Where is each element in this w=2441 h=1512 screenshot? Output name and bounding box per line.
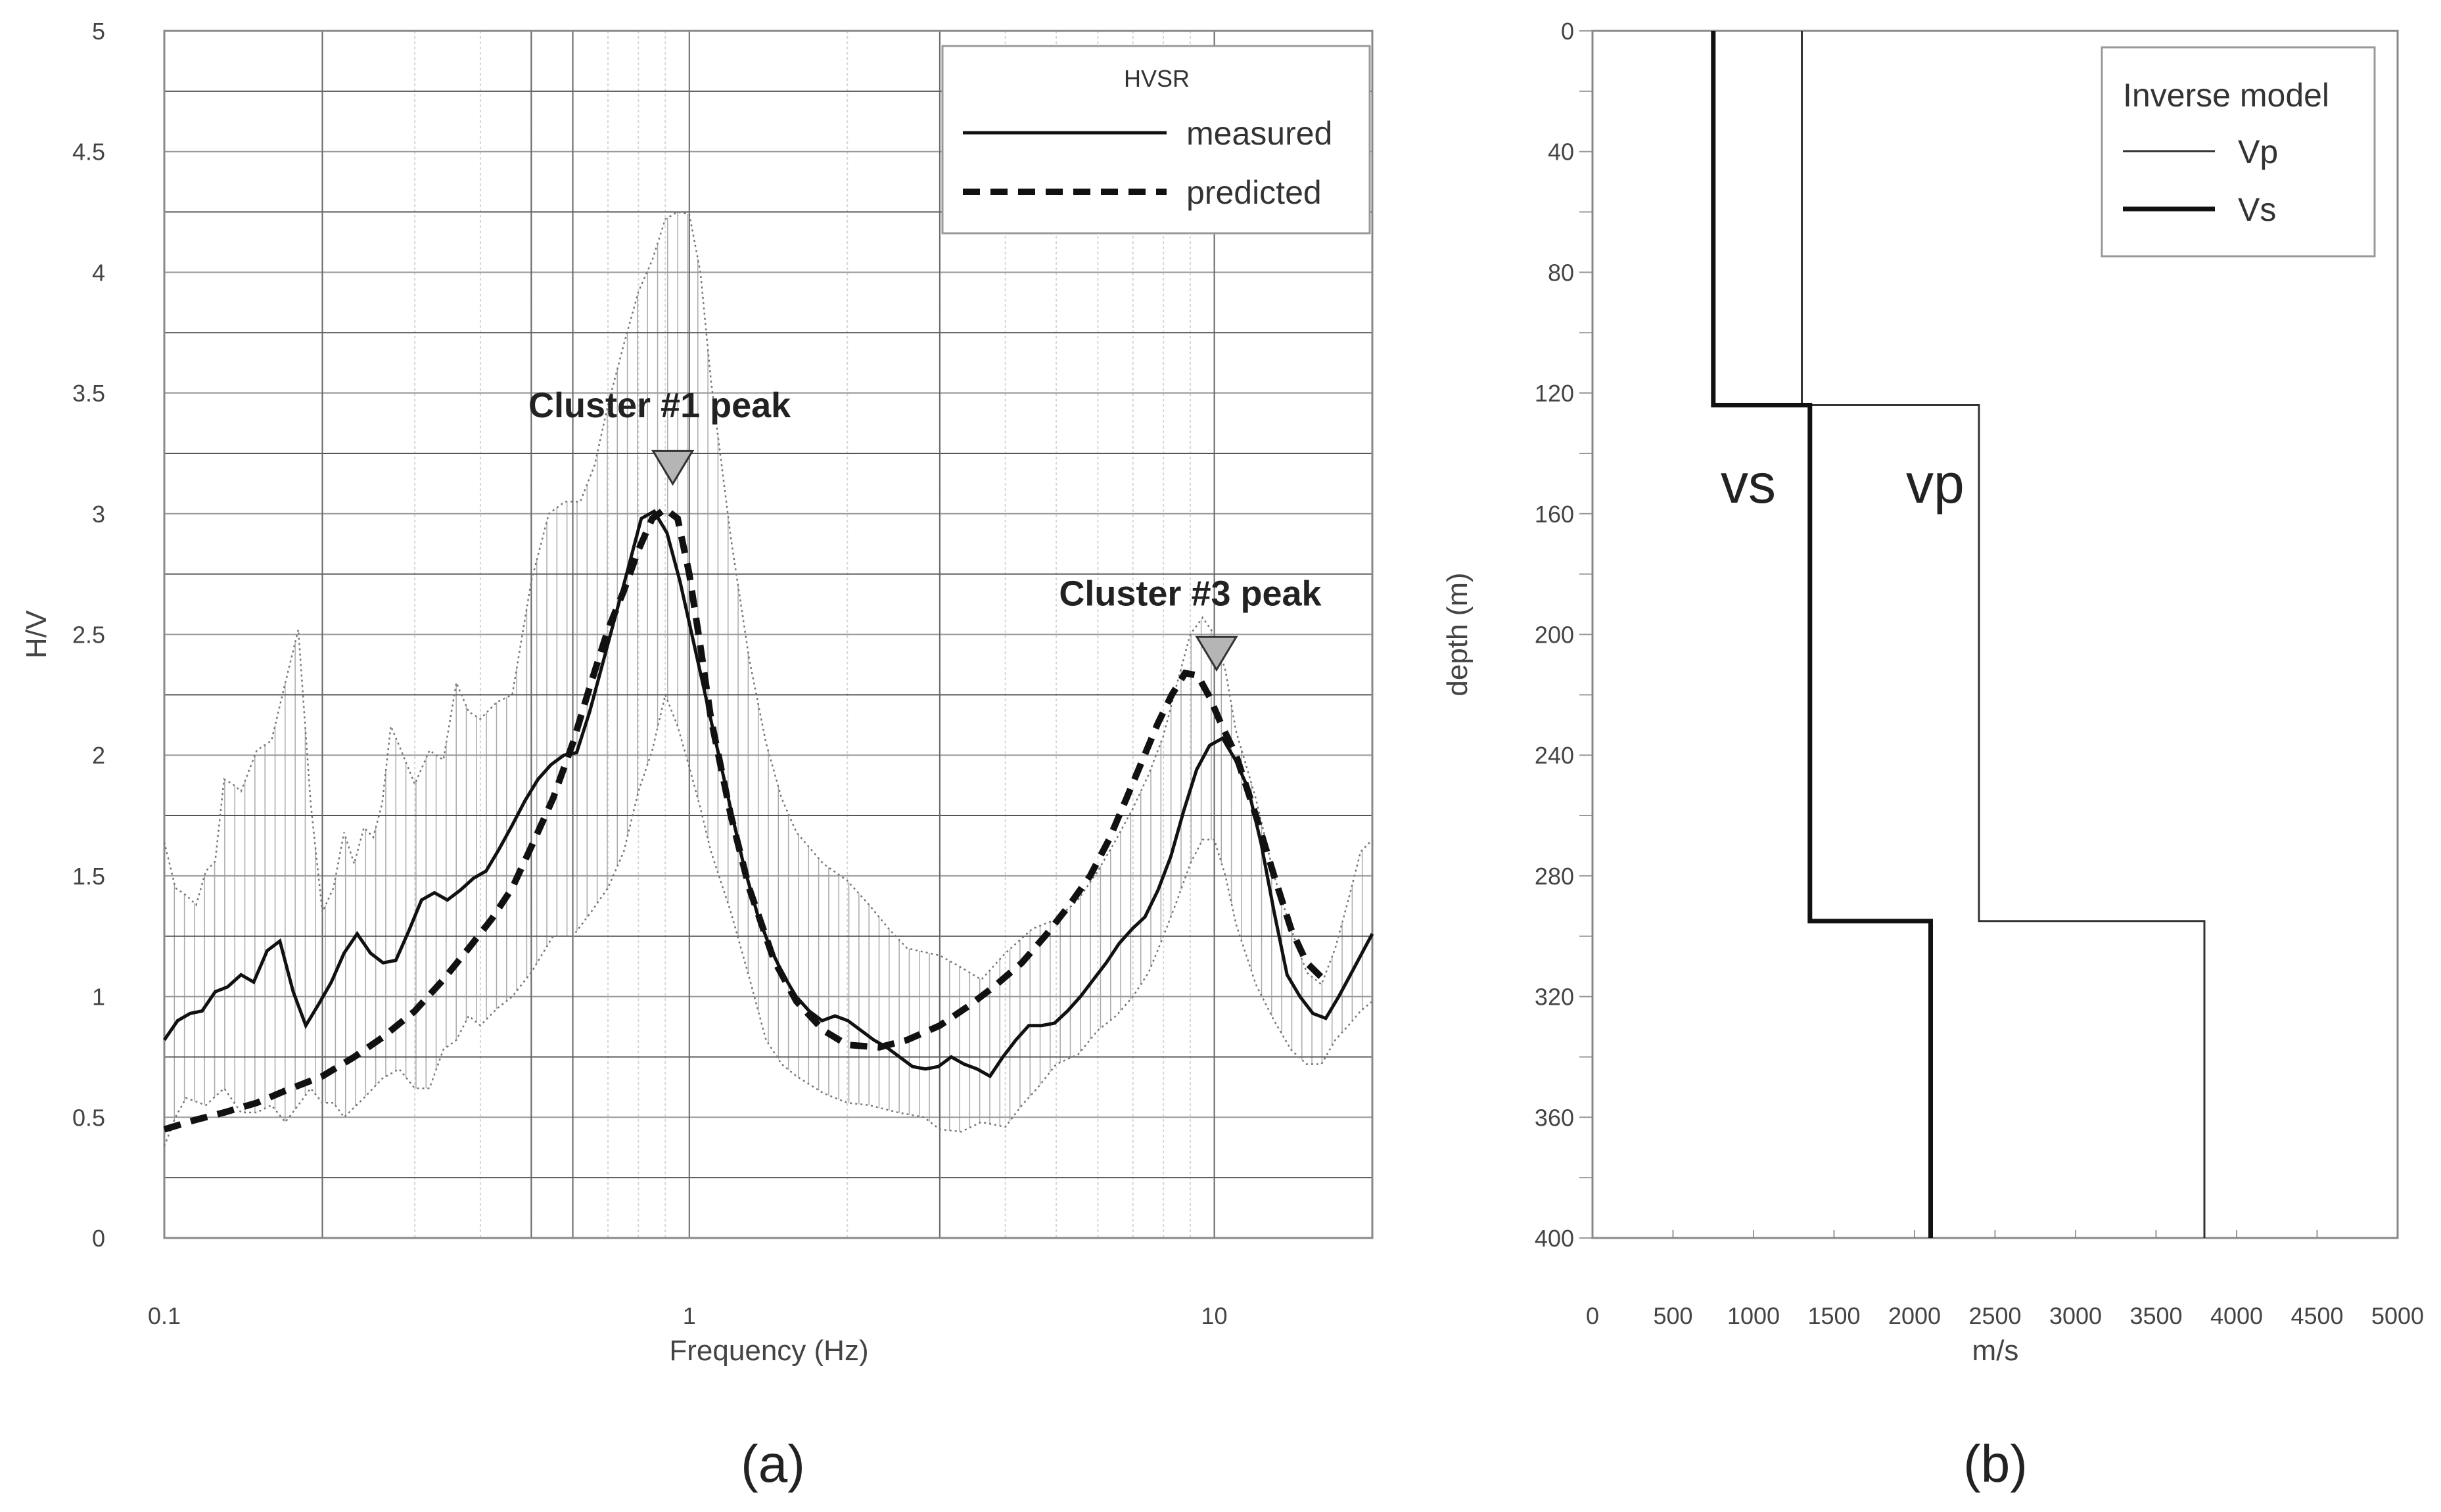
b-legend-title: Inverse model <box>2123 77 2329 114</box>
b-y-tick-labels: 0 40 80 120 160 200 240 280 320 360 400 <box>1535 18 1574 1252</box>
b-panel-caption: (b) <box>1963 1434 2028 1493</box>
a-series-measured <box>162 509 1374 1079</box>
a-x-tick-label: 1 <box>683 1302 696 1329</box>
b-x-tick-label: 2000 <box>1888 1302 1941 1329</box>
a-annotation-text: Cluster #3 peak <box>1059 574 1322 613</box>
a-annotation-text: Cluster #1 peak <box>528 386 791 425</box>
panel-a-hvsr-chart: 0 0.5 1 1.5 2 2.5 3 3.5 4 4.5 5 0.1 1 10 Cluster #1 … <box>20 18 1374 1493</box>
b-x-tick-label: 3500 <box>2129 1302 2182 1329</box>
a-y-tick-label: 2.5 <box>72 622 105 649</box>
a-y-tick-label: 4.5 <box>72 139 105 166</box>
b-y-axis-label: depth (m) <box>1441 572 1474 696</box>
a-legend: HVSR measured predicted <box>941 45 1371 235</box>
b-x-tick-label: 5000 <box>2371 1302 2424 1329</box>
a-peak-marker <box>1195 635 1238 672</box>
a-y-tick-label: 1.5 <box>72 863 105 890</box>
b-x-tick-label: 4000 <box>2210 1302 2263 1329</box>
a-legend-title: HVSR <box>1124 65 1190 92</box>
a-y-tick-label: 5 <box>92 18 105 45</box>
a-y-tick-label: 1 <box>92 984 105 1011</box>
a-plot-frame <box>163 30 1374 1239</box>
b-x-tick-label: 1000 <box>1727 1302 1780 1329</box>
a-x-tick-label: 10 <box>1201 1302 1228 1329</box>
b-vs-curve-label: vs <box>1721 453 1776 515</box>
a-y-tick-labels: 0 0.5 1 1.5 2 2.5 3 3.5 4 4.5 5 <box>72 18 105 1252</box>
b-y-tick-label: 0 <box>1561 18 1574 45</box>
b-vp-curve-label: vp <box>1906 453 1964 515</box>
a-y-tick-label: 0 <box>92 1225 105 1252</box>
b-y-tick-label: 320 <box>1535 984 1574 1011</box>
a-y-tick-label: 3 <box>92 501 105 528</box>
b-legend-vs-label: Vs <box>2238 191 2276 228</box>
b-y-tick-label: 240 <box>1535 742 1574 769</box>
a-annotations: Cluster #1 peak Cluster #3 peak <box>528 386 1322 672</box>
b-y-tick-label: 40 <box>1548 139 1574 166</box>
b-y-tick-label: 360 <box>1535 1104 1574 1131</box>
b-series-Vp <box>1801 31 2206 1238</box>
b-legend: Inverse model Vp Vs <box>2101 46 2376 258</box>
a-peak-marker <box>651 449 695 486</box>
a-y-tick-label: 2 <box>92 742 105 769</box>
a-y-axis-label: H/V <box>20 610 53 658</box>
b-x-tick-label: 2500 <box>1968 1302 2021 1329</box>
b-y-tick-label: 200 <box>1535 622 1574 649</box>
b-y-tick-label: 80 <box>1548 259 1574 286</box>
b-x-tick-label: 3000 <box>2049 1302 2102 1329</box>
b-series-Vs <box>1711 31 1933 1238</box>
b-y-tick-label: 120 <box>1535 380 1574 407</box>
a-x-tick-label: 0.1 <box>148 1302 181 1329</box>
a-panel-caption: (a) <box>741 1434 805 1493</box>
b-y-tick-label: 280 <box>1535 863 1574 890</box>
b-y-tick-label: 400 <box>1535 1225 1574 1252</box>
b-y-tick-label: 160 <box>1535 501 1574 528</box>
a-x-axis-label: Frequency (Hz) <box>669 1335 868 1367</box>
a-y-tick-label: 0.5 <box>72 1104 105 1131</box>
a-legend-box <box>941 45 1371 235</box>
b-x-tick-labels: 0 500 1000 1500 2000 2500 3000 3500 4000 4500 5000 <box>1586 1302 2424 1329</box>
a-legend-predicted-label: predicted <box>1186 174 1322 211</box>
b-legend-vp-label: Vp <box>2238 133 2278 170</box>
b-x-tick-label: 4500 <box>2290 1302 2343 1329</box>
b-x-tick-label: 500 <box>1653 1302 1692 1329</box>
panel-b-velocity-model: 0 40 80 120 160 200 240 280 320 360 400 0 500 1000 15… <box>1441 18 2424 1493</box>
a-y-tick-label: 3.5 <box>72 380 105 407</box>
a-legend-measured-label: measured <box>1186 115 1332 152</box>
a-x-tick-labels: 0.1 1 10 <box>148 1302 1228 1329</box>
b-x-tick-label: 1500 <box>1807 1302 1860 1329</box>
b-series-lines <box>1711 31 2206 1238</box>
a-series-lower-bound <box>163 692 1373 1147</box>
b-plot-frame <box>1591 30 2399 1239</box>
b-x-tick-label: 0 <box>1586 1302 1599 1329</box>
a-series-lines <box>162 211 1374 1147</box>
b-gridlines <box>1579 30 2398 1239</box>
b-x-axis-label: m/s <box>1972 1335 2019 1367</box>
a-error-band-hatching <box>164 212 1373 1147</box>
a-y-tick-label: 4 <box>92 259 105 286</box>
